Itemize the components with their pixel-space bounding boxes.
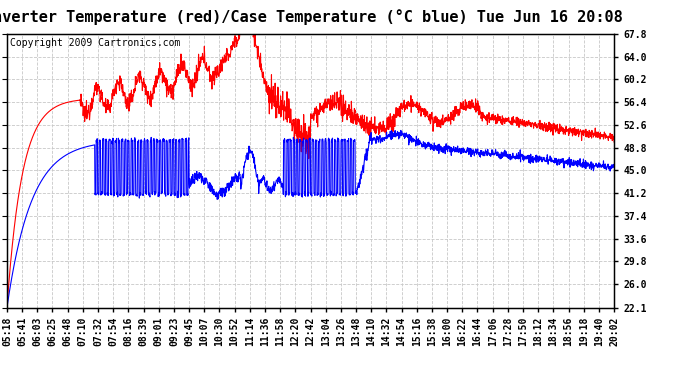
Text: Inverter Temperature (red)/Case Temperature (°C blue) Tue Jun 16 20:08: Inverter Temperature (red)/Case Temperat…: [0, 9, 623, 25]
Text: Copyright 2009 Cartronics.com: Copyright 2009 Cartronics.com: [10, 38, 180, 48]
